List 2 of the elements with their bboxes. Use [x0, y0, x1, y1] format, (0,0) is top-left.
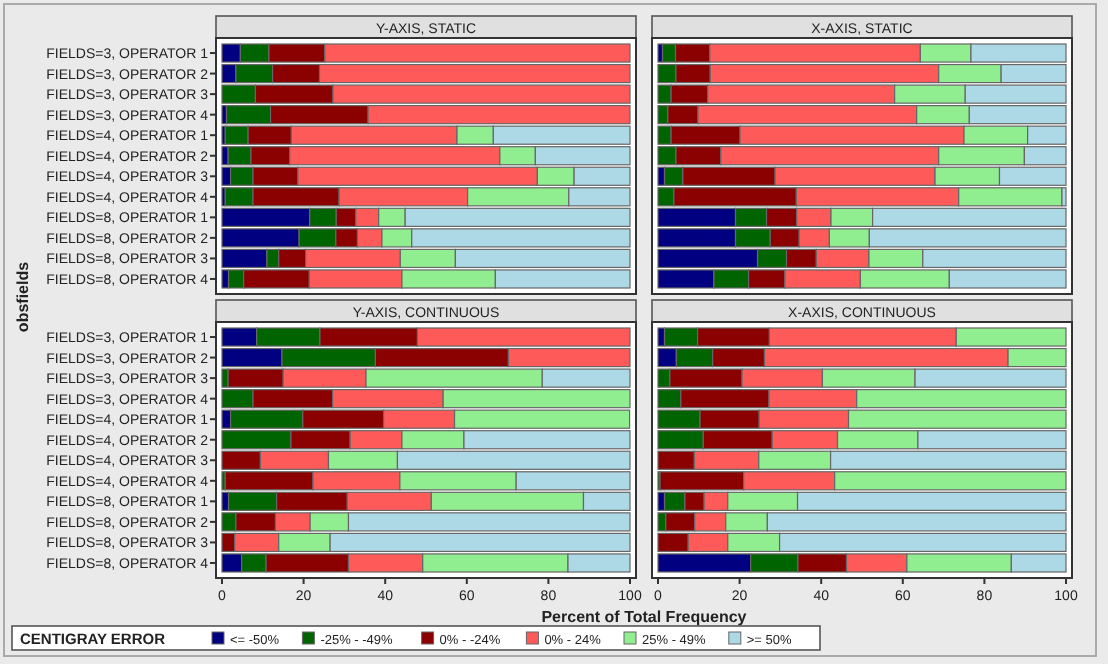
- x-axis-title: Percent of Total Frequency: [541, 608, 748, 626]
- y-axis-title: obsfields: [14, 260, 32, 333]
